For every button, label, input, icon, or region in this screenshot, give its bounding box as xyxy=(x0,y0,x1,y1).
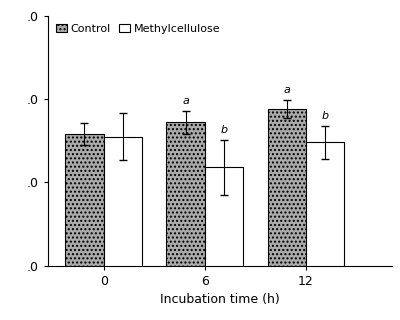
Bar xyxy=(104,137,142,266)
Bar xyxy=(268,109,306,266)
Bar xyxy=(306,142,344,266)
Bar xyxy=(205,167,243,266)
Text: b: b xyxy=(322,111,329,121)
X-axis label: Incubation time (h): Incubation time (h) xyxy=(160,293,280,306)
Legend: Control, Methylcellulose: Control, Methylcellulose xyxy=(54,21,223,36)
Bar xyxy=(65,134,104,266)
Text: b: b xyxy=(220,125,228,135)
Bar xyxy=(166,123,205,266)
Text: a: a xyxy=(283,85,290,95)
Text: a: a xyxy=(182,96,189,106)
